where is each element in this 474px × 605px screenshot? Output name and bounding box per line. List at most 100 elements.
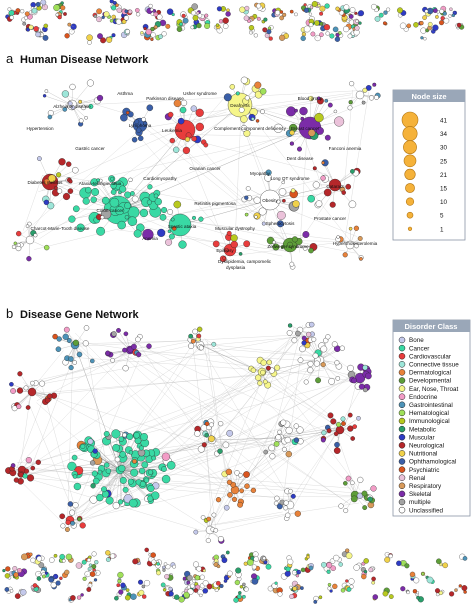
network-node: [161, 452, 170, 461]
network-node: [336, 422, 342, 428]
node-size-circle: [401, 111, 419, 129]
network-node: [244, 212, 249, 217]
network-edge: [205, 340, 355, 491]
strip-node: [196, 23, 202, 29]
node-label: Deafness: [230, 103, 250, 108]
network-edge: [257, 364, 340, 430]
strip-node: [388, 553, 393, 559]
strip-node: [347, 33, 353, 39]
node-size-circle: [405, 197, 415, 206]
network-edge: [179, 199, 271, 226]
strip-node: [314, 20, 320, 26]
strip-node: [193, 561, 199, 568]
network-node: [11, 244, 17, 250]
strip-node: [42, 574, 46, 579]
network-node: [197, 445, 205, 453]
strip-node: [266, 29, 272, 35]
network-node: [82, 340, 89, 347]
network-node: [120, 113, 128, 122]
network-node: [125, 110, 130, 115]
network-node: [295, 330, 301, 337]
strip-node: [340, 588, 346, 593]
disorder-class-label: Gastrointestinal: [409, 402, 453, 409]
network-edge: [17, 478, 63, 523]
strip-node: [243, 586, 249, 592]
network-node: [269, 453, 276, 460]
strip-node: [371, 576, 376, 582]
network-node: [134, 437, 142, 445]
strip-node: [28, 552, 33, 557]
strip-node: [86, 587, 92, 592]
network-node: [290, 493, 296, 499]
node-label: Long QT syndrome: [270, 176, 310, 181]
network-node: [72, 502, 79, 509]
strip-node: [28, 24, 34, 30]
network-node: [312, 352, 319, 359]
node-label: Lymphoma: [129, 123, 152, 128]
network-edge: [199, 342, 295, 506]
strip-node: [128, 9, 133, 14]
network-node: [101, 196, 110, 205]
network-node: [25, 457, 32, 464]
strip-node: [233, 597, 239, 603]
strip-node: [50, 582, 57, 588]
network-node: [287, 241, 293, 248]
network-node: [62, 333, 69, 340]
network-node: [161, 466, 167, 472]
strip-node: [118, 589, 124, 595]
network-edge: [119, 351, 349, 504]
network-node: [239, 488, 245, 494]
strip-node: [44, 571, 48, 575]
network-node: [301, 335, 307, 341]
network-edge: [36, 349, 133, 401]
network-node: [128, 177, 133, 182]
strip-node: [21, 553, 28, 561]
strip-node: [48, 577, 55, 583]
network-node: [362, 87, 368, 93]
network-node: [82, 197, 90, 205]
strip-node: [338, 562, 343, 567]
network-node: [273, 123, 283, 133]
network-node: [167, 111, 174, 118]
network-node: [294, 108, 298, 113]
strip-node: [121, 19, 127, 24]
network-edge: [187, 134, 321, 138]
network-edge: [77, 338, 197, 521]
network-edge: [187, 138, 327, 175]
strip-node: [409, 571, 416, 578]
disorder-class-label: Hematological: [409, 410, 449, 417]
network-node: [23, 385, 29, 391]
network-node: [122, 486, 129, 493]
network-node: [117, 220, 126, 230]
network-node: [225, 468, 233, 476]
network-node: [178, 240, 187, 249]
disorder-legend-header: [393, 320, 470, 332]
strip-node: [236, 594, 242, 599]
strip-node: [268, 36, 273, 41]
node-size-label: 15: [440, 186, 448, 193]
strip-node: [75, 562, 83, 569]
strip-node: [86, 34, 93, 41]
network-node: [265, 365, 271, 371]
network-node: [168, 233, 175, 240]
network-edge: [20, 344, 208, 473]
network-node: [293, 437, 300, 443]
network-node: [350, 480, 355, 485]
strip-node: [420, 36, 424, 40]
network-node: [280, 419, 287, 426]
network-edge: [253, 118, 357, 249]
disorder-class-swatch: [398, 377, 406, 384]
network-node: [257, 380, 263, 386]
strip-node: [242, 582, 246, 587]
network-node: [297, 146, 302, 152]
network-node: [208, 435, 215, 443]
network-node: [184, 136, 191, 142]
disorder-class-swatch: [398, 482, 406, 490]
network-node: [23, 468, 30, 474]
network-node: [218, 421, 224, 427]
strip-node: [285, 566, 291, 572]
strip-node: [253, 556, 259, 562]
node-size-legend-title: Node size: [411, 92, 446, 101]
strip-node: [105, 557, 111, 562]
network-node: [347, 412, 353, 418]
